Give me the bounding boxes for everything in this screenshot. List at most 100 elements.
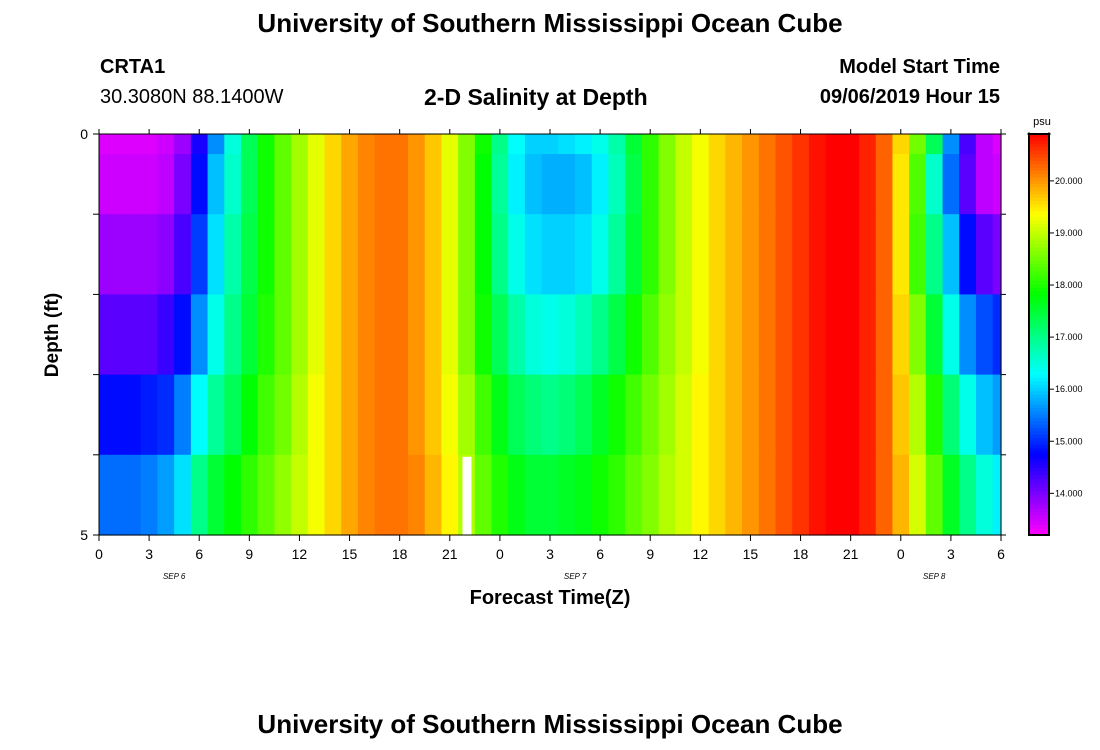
heatmap-cell (859, 454, 877, 536)
colorbar-segment (1029, 488, 1049, 493)
colorbar-segment (1029, 464, 1049, 469)
heatmap-cell (625, 374, 643, 456)
heatmap-cell (792, 454, 810, 536)
heatmap-cell (859, 294, 877, 376)
colorbar-segment (1029, 524, 1049, 529)
heatmap-cell (875, 134, 894, 155)
colorbar-segment (1029, 294, 1049, 299)
heatmap-cell (775, 154, 793, 215)
heatmap-cell (190, 454, 209, 536)
heatmap-cell (675, 134, 693, 155)
heatmap-cell (892, 214, 910, 295)
heatmap-cell (842, 134, 860, 155)
heatmap-cell (925, 454, 944, 536)
heatmap-cell (257, 454, 275, 536)
colorbar-segment (1029, 367, 1049, 372)
heatmap-cell (458, 294, 476, 376)
colorbar-segment (1029, 237, 1049, 242)
heatmap-cell (508, 134, 526, 155)
heatmap-cell (474, 134, 493, 155)
heatmap-cell (558, 294, 576, 376)
heatmap-cell (859, 154, 877, 215)
heatmap-cell (458, 374, 476, 456)
heatmap-cell (708, 134, 726, 155)
colorbar-segment (1029, 481, 1049, 486)
heatmap-cell (575, 454, 593, 536)
heatmap-cell (324, 294, 342, 376)
heatmap-cell (959, 134, 977, 155)
colorbar-segment (1029, 314, 1049, 319)
colorbar-segment (1029, 444, 1049, 449)
heatmap-cell (575, 214, 593, 295)
colorbar-segment (1029, 471, 1049, 476)
colorbar-segment (1029, 167, 1049, 172)
heatmap-cell (875, 154, 894, 215)
colorbar-segment (1029, 234, 1049, 239)
heatmap-cell (207, 294, 225, 376)
heatmap-cell (758, 454, 777, 536)
heatmap-cell (725, 134, 743, 155)
heatmap-cell (975, 134, 994, 155)
colorbar-segment (1029, 411, 1049, 416)
heatmap-cell (424, 454, 443, 536)
heatmap-cell (341, 374, 359, 456)
heatmap-cell (291, 134, 309, 155)
heatmap-cell (691, 374, 710, 456)
x-tick-label: 3 (947, 546, 955, 562)
heatmap-cell (257, 214, 275, 295)
colorbar-corner-dot (1047, 132, 1051, 136)
heatmap-cell (575, 134, 593, 155)
heatmap-cell (408, 214, 426, 295)
heatmap-cell (224, 454, 242, 536)
heatmap-cell (157, 374, 175, 456)
heatmap-cell (575, 294, 593, 376)
colorbar-segment (1029, 394, 1049, 399)
heatmap-cell (625, 214, 643, 295)
heatmap-cell (291, 374, 309, 456)
heatmap-cell (190, 134, 209, 155)
colorbar-tick-label: 18.000 (1055, 280, 1083, 290)
heatmap-cell (641, 134, 660, 155)
heatmap-cell (107, 154, 125, 215)
heatmap-cell (324, 154, 342, 215)
heatmap-cell (675, 454, 693, 536)
heatmap-cell (99, 454, 108, 536)
colorbar-segment (1029, 324, 1049, 329)
heatmap-cell (758, 134, 777, 155)
colorbar-segment (1029, 180, 1049, 185)
heatmap-cell (441, 294, 459, 376)
heatmap-cell (808, 154, 827, 215)
heatmap-cell (708, 154, 726, 215)
colorbar-segment (1029, 511, 1049, 516)
heatmap-cell (842, 454, 860, 536)
colorbar-segment (1029, 277, 1049, 282)
heatmap-cell (792, 374, 810, 456)
heatmap-cell (491, 214, 509, 295)
colorbar-segment (1029, 317, 1049, 322)
colorbar-segment (1029, 484, 1049, 489)
heatmap-cell (257, 374, 275, 456)
colorbar-tick-label: 19.000 (1055, 228, 1083, 238)
colorbar-segment (1029, 257, 1049, 262)
colorbar-segment (1029, 528, 1049, 533)
heatmap-cell (658, 214, 676, 295)
heatmap-cell (541, 454, 559, 536)
heatmap-cell (441, 154, 459, 215)
heatmap-cell (99, 134, 108, 155)
heatmap-cell (224, 214, 242, 295)
x-tick-label: 18 (392, 546, 408, 562)
colorbar-segment (1029, 244, 1049, 249)
colorbar-segment (1029, 371, 1049, 376)
heatmap-cell (174, 214, 192, 295)
x-axis-label: Forecast Time(Z) (470, 587, 631, 609)
heatmap-cell (307, 374, 326, 456)
heatmap-cell (307, 154, 326, 215)
heatmap-cell (524, 454, 543, 536)
colorbar-segment (1029, 230, 1049, 235)
colorbar-segment (1029, 154, 1049, 158)
colorbar-segment (1029, 468, 1049, 473)
heatmap-cell (892, 134, 910, 155)
heatmap-cell (708, 214, 726, 295)
x-tick-label: 6 (997, 546, 1005, 562)
heatmap-cell (875, 454, 894, 536)
